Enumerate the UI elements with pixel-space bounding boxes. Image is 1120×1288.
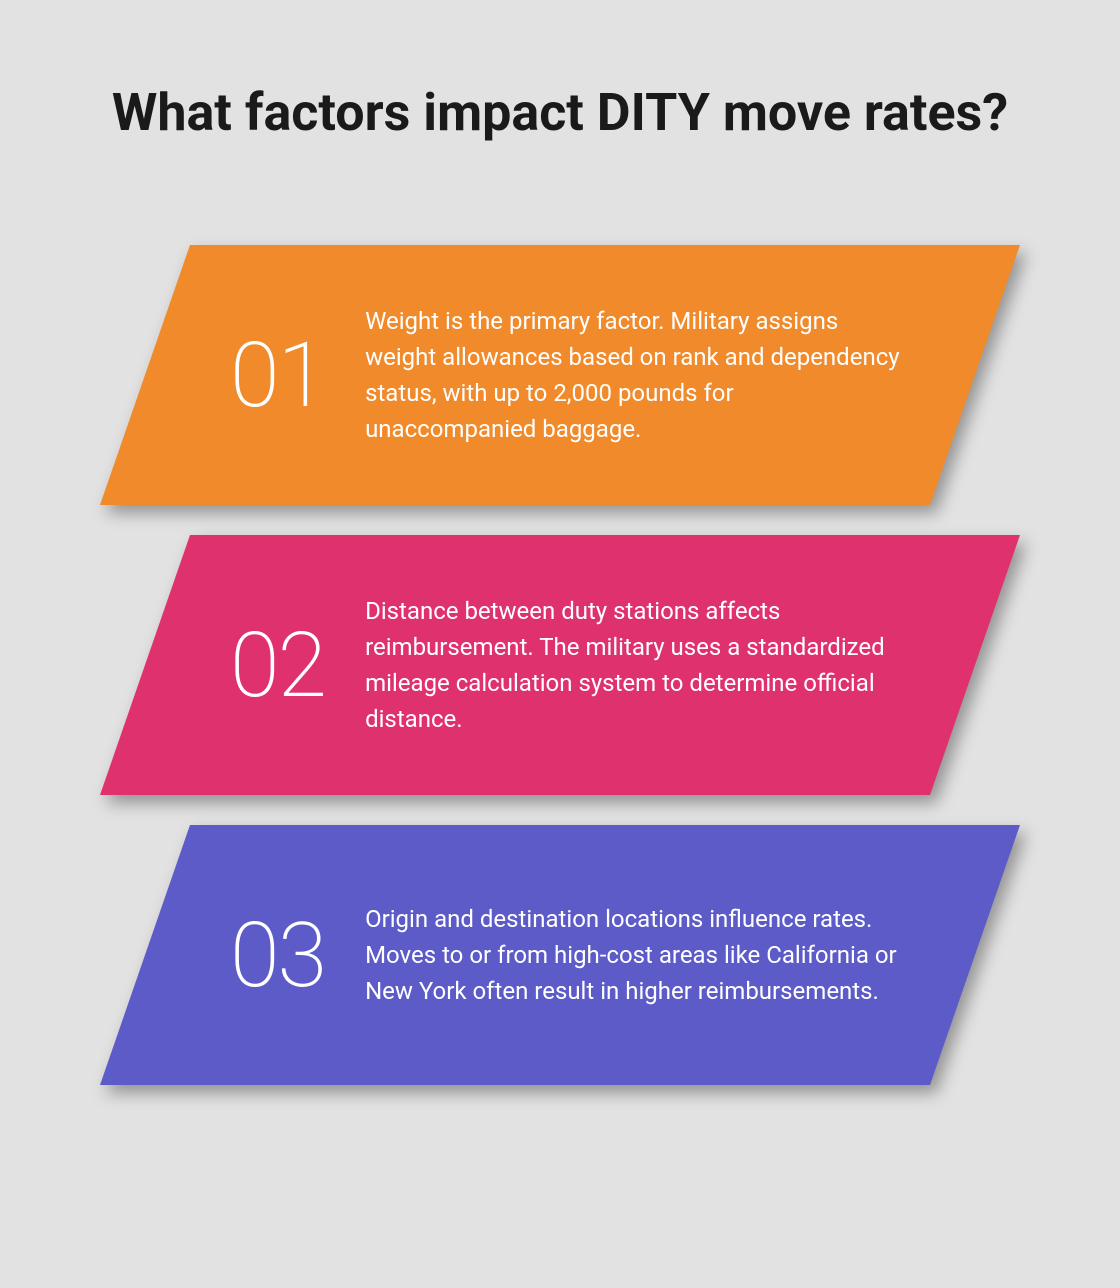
item-content: 02 Distance between duty stations affect… (100, 535, 1020, 795)
item-number: 03 (230, 903, 325, 1008)
factor-item-1: 01 Weight is the primary factor. Militar… (100, 245, 1020, 505)
item-number: 02 (230, 613, 325, 718)
item-text: Origin and destination locations influen… (365, 901, 900, 1009)
page-title: What factors impact DITY move rates? (60, 80, 1060, 145)
item-number: 01 (230, 323, 325, 428)
factor-item-3: 03 Origin and destination locations infl… (100, 825, 1020, 1085)
item-content: 01 Weight is the primary factor. Militar… (100, 245, 1020, 505)
factor-item-2: 02 Distance between duty stations affect… (100, 535, 1020, 795)
item-text: Distance between duty stations affects r… (365, 593, 900, 737)
item-text: Weight is the primary factor. Military a… (365, 303, 900, 447)
item-content: 03 Origin and destination locations infl… (100, 825, 1020, 1085)
items-container: 01 Weight is the primary factor. Militar… (60, 245, 1060, 1085)
